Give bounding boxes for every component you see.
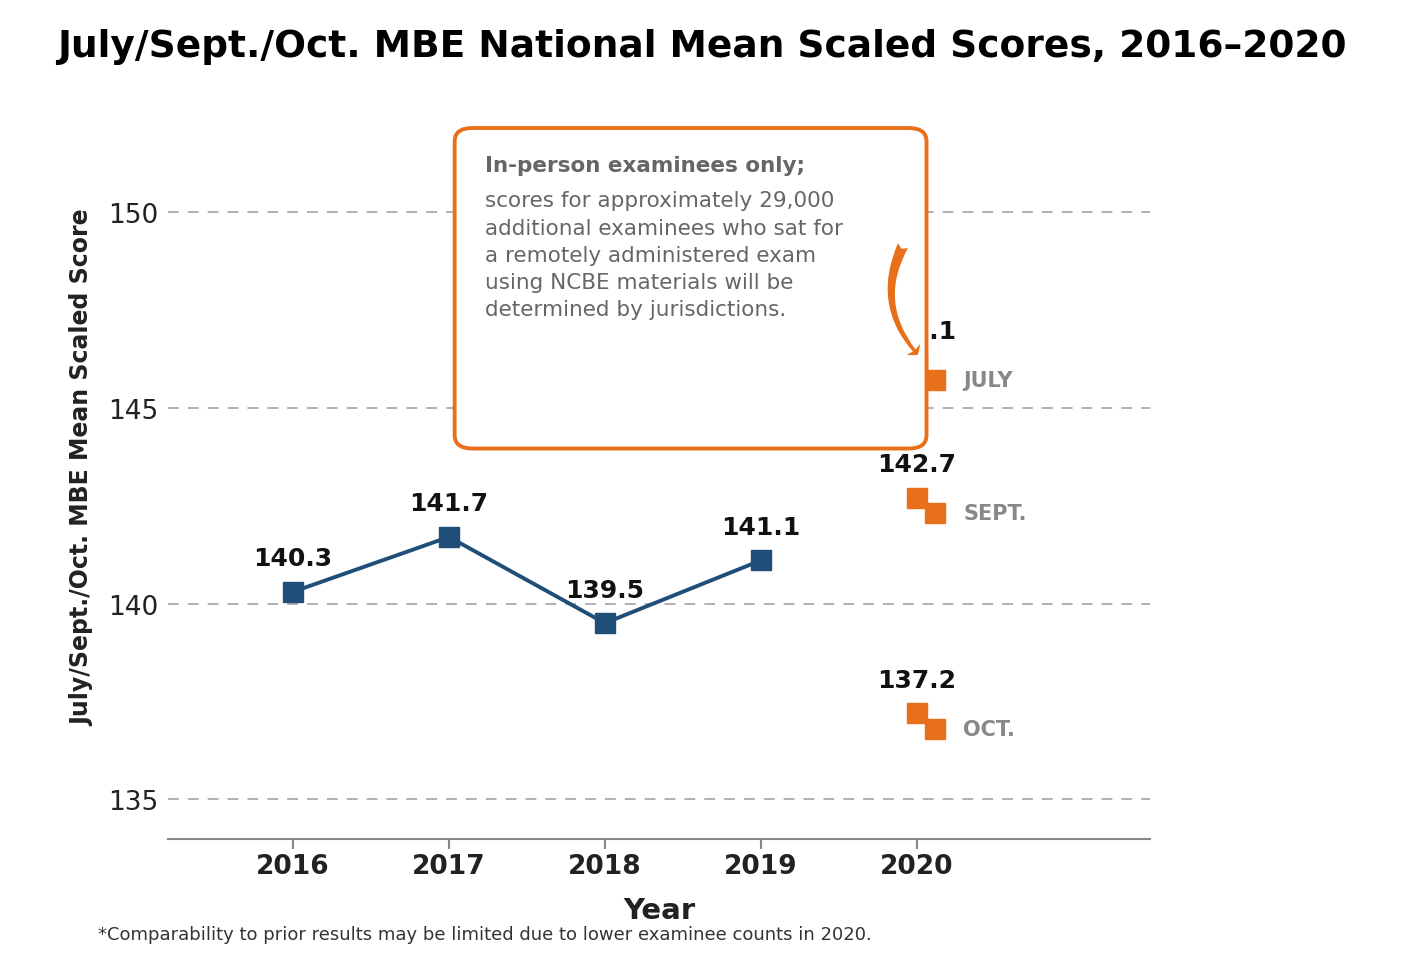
X-axis label: Year: Year bbox=[623, 896, 696, 923]
Text: *Comparability to prior results may be limited due to lower examinee counts in 2: *Comparability to prior results may be l… bbox=[98, 925, 871, 943]
Text: 137.2: 137.2 bbox=[877, 668, 955, 692]
Text: 141.1: 141.1 bbox=[721, 516, 800, 539]
Text: OCT.: OCT. bbox=[964, 720, 1016, 740]
Text: SEPT.: SEPT. bbox=[964, 504, 1027, 524]
Text: 142.7: 142.7 bbox=[877, 453, 955, 476]
Text: scores for approximately 29,000
additional examinees who sat for
a remotely admi: scores for approximately 29,000 addition… bbox=[485, 192, 843, 320]
Text: July/Sept./Oct. MBE National Mean Scaled Scores, 2016–2020: July/Sept./Oct. MBE National Mean Scaled… bbox=[56, 29, 1347, 65]
Text: JULY: JULY bbox=[964, 371, 1013, 391]
FancyBboxPatch shape bbox=[455, 129, 926, 449]
Y-axis label: July/Sept./Oct. MBE Mean Scaled Score: July/Sept./Oct. MBE Mean Scaled Score bbox=[70, 209, 94, 725]
Text: 140.3: 140.3 bbox=[254, 547, 333, 571]
Text: 139.5: 139.5 bbox=[565, 578, 644, 602]
Text: 141.7: 141.7 bbox=[410, 492, 488, 516]
Text: In-person examinees only;: In-person examinees only; bbox=[485, 156, 805, 176]
Text: 146.1: 146.1 bbox=[877, 320, 957, 344]
